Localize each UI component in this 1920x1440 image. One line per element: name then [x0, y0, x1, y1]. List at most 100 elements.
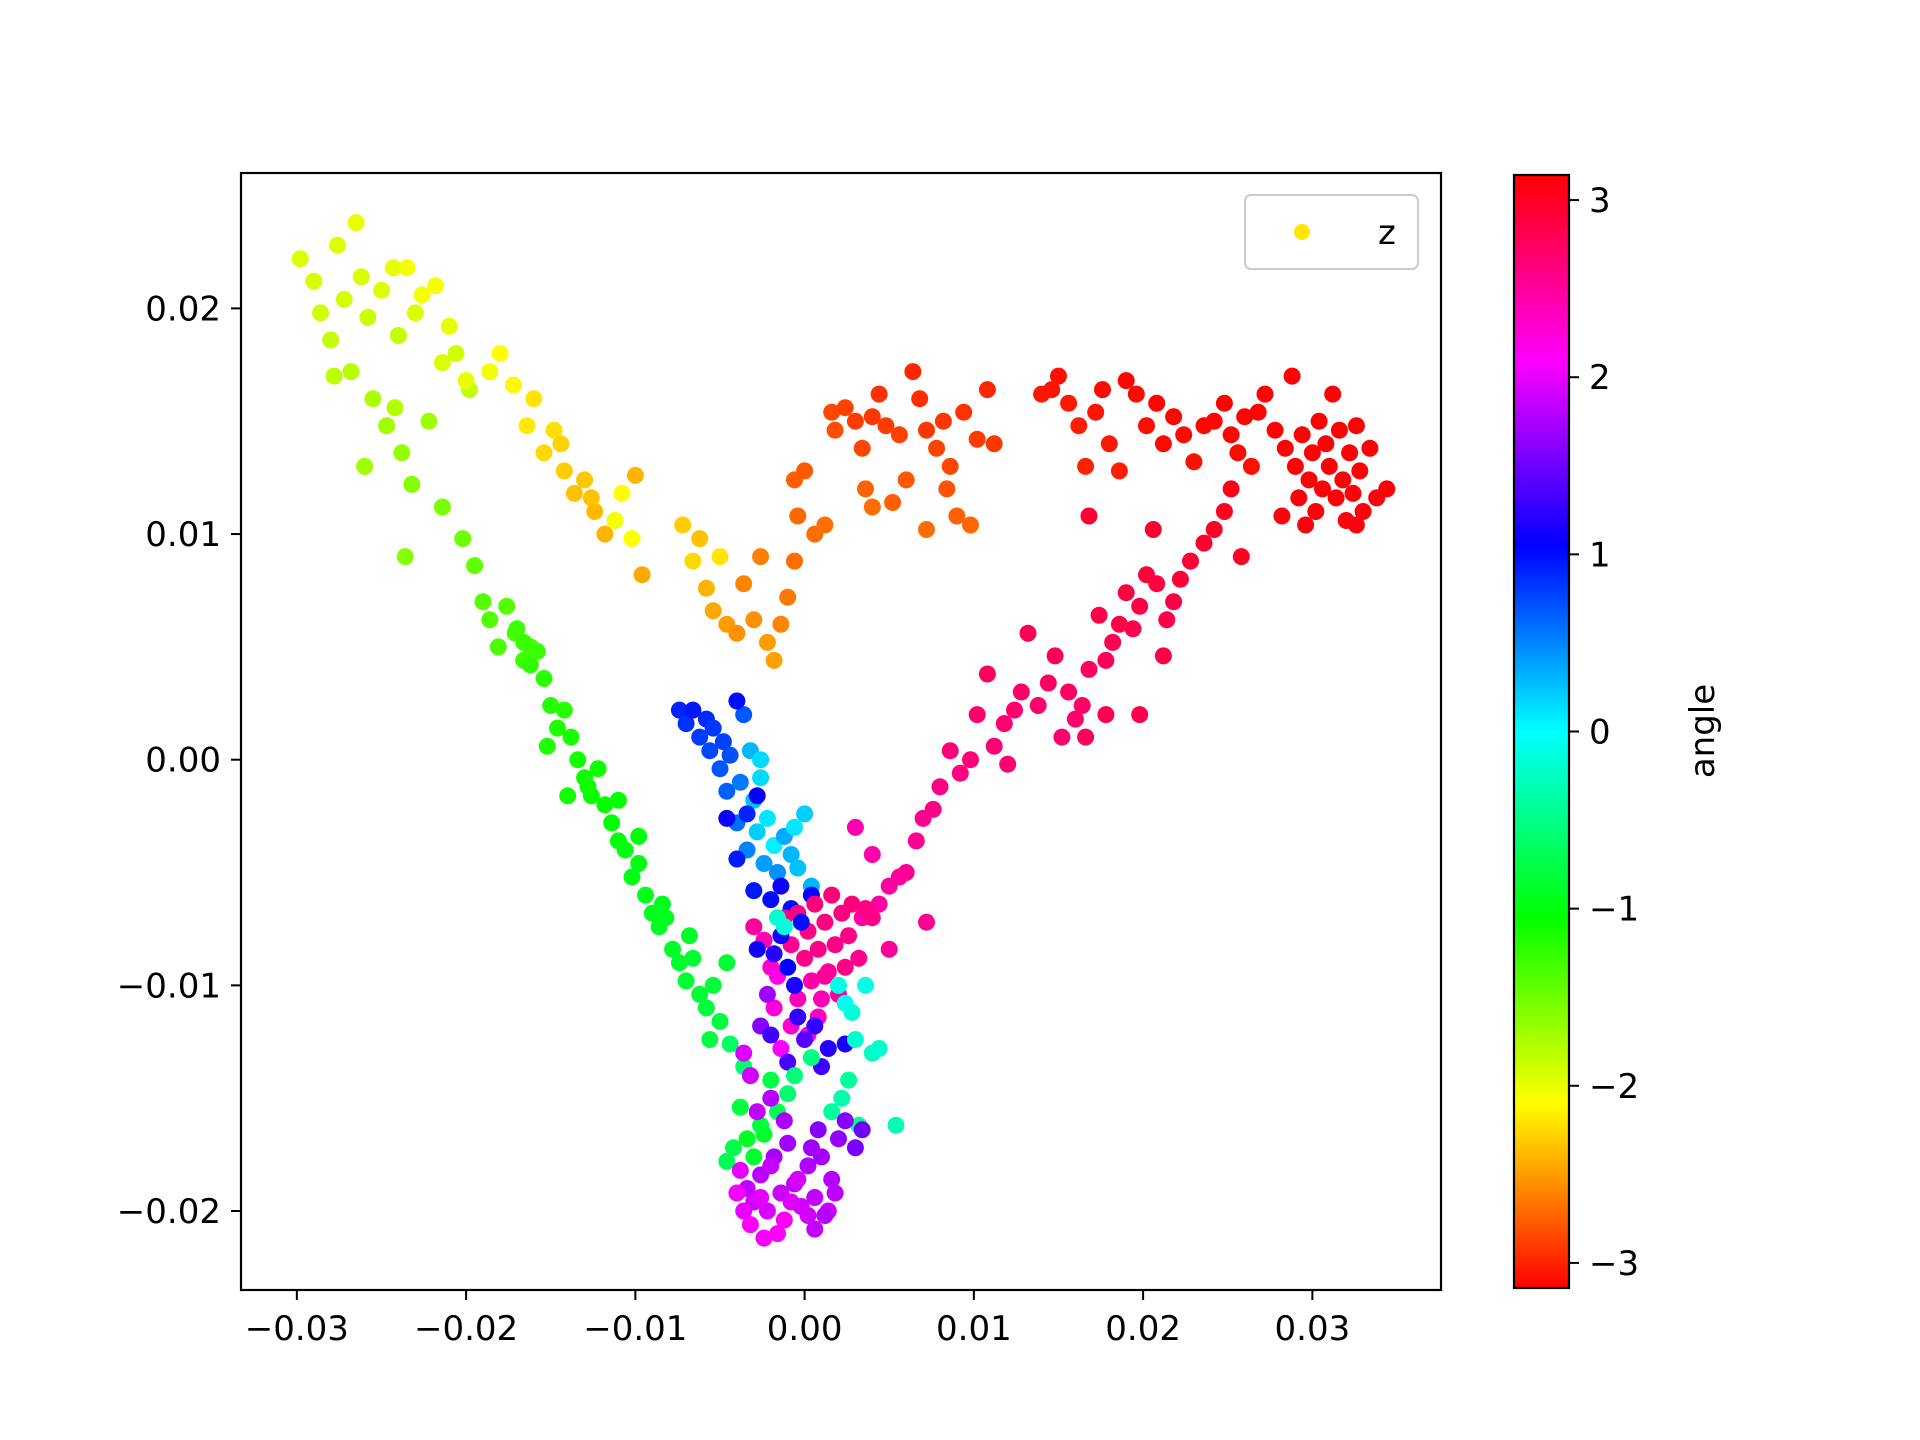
- data-point: [433, 354, 451, 372]
- data-point: [1060, 683, 1078, 701]
- data-point: [396, 548, 414, 566]
- data-point: [779, 958, 797, 976]
- data-point: [840, 1071, 858, 1089]
- data-point: [813, 990, 830, 1008]
- data-point: [823, 886, 841, 904]
- data-point: [1195, 534, 1213, 552]
- data-point: [796, 949, 814, 967]
- data-point: [755, 855, 773, 872]
- data-point: [596, 796, 614, 814]
- data-point: [440, 317, 458, 335]
- x-axis-ticks: −0.03 −0.02 −0.01 0.00 0.01 0.02 0.03: [245, 1290, 1350, 1349]
- y-tick-label: −0.02: [117, 1192, 221, 1232]
- data-point: [1050, 367, 1067, 385]
- data-point: [697, 999, 715, 1017]
- data-point: [735, 1044, 753, 1062]
- data-point: [826, 421, 844, 439]
- data-point: [535, 670, 553, 687]
- data-point: [1066, 710, 1084, 728]
- data-point: [782, 1193, 800, 1211]
- data-point: [474, 593, 492, 611]
- data-point: [826, 936, 844, 954]
- data-point: [1205, 412, 1223, 430]
- data-point: [843, 1003, 861, 1021]
- data-point: [918, 913, 935, 931]
- data-point: [681, 927, 698, 945]
- data-point: [728, 624, 746, 642]
- data-point: [1138, 417, 1155, 435]
- data-point: [799, 1207, 817, 1224]
- data-point: [691, 985, 709, 1003]
- data-point: [816, 516, 834, 534]
- data-point: [762, 1089, 780, 1107]
- data-point: [748, 787, 766, 805]
- data-point: [711, 1013, 729, 1030]
- data-point: [1053, 728, 1071, 746]
- data-point: [765, 651, 783, 669]
- data-point: [918, 521, 935, 538]
- data-point: [809, 1121, 827, 1139]
- data-point: [741, 1067, 759, 1085]
- data-point: [721, 746, 739, 764]
- data-point: [711, 760, 729, 778]
- data-point: [846, 412, 864, 430]
- data-point: [589, 760, 607, 778]
- data-point: [1334, 471, 1352, 489]
- data-point: [515, 633, 533, 651]
- data-point: [718, 782, 736, 800]
- scatter-points: [291, 214, 1396, 1247]
- x-tick-label: 0.03: [1275, 1309, 1351, 1349]
- data-point: [789, 507, 807, 525]
- data-point: [684, 701, 702, 719]
- data-point: [786, 818, 803, 836]
- data-point: [630, 855, 648, 872]
- data-point: [887, 1116, 905, 1134]
- data-point: [1110, 615, 1128, 633]
- data-point: [846, 818, 864, 836]
- data-point: [677, 715, 695, 733]
- data-point: [941, 457, 959, 475]
- data-point: [819, 1040, 837, 1057]
- data-point: [555, 462, 573, 480]
- data-point: [735, 575, 753, 593]
- data-point: [1158, 611, 1176, 629]
- data-point: [579, 778, 597, 796]
- data-point: [403, 475, 421, 493]
- data-point: [1006, 701, 1023, 719]
- data-point: [725, 1139, 742, 1157]
- data-point: [1097, 651, 1115, 669]
- data-point: [1080, 507, 1098, 525]
- data-point: [389, 327, 407, 344]
- data-point: [1117, 372, 1135, 390]
- data-point: [491, 345, 509, 362]
- data-point: [934, 412, 952, 430]
- data-point: [721, 1035, 739, 1053]
- data-point: [806, 1220, 824, 1238]
- data-point: [792, 913, 810, 931]
- data-point: [985, 435, 1003, 453]
- data-point: [918, 421, 935, 439]
- data-point: [420, 412, 438, 430]
- data-point: [674, 516, 692, 534]
- data-point: [786, 976, 803, 994]
- data-point: [623, 530, 641, 548]
- data-point: [1347, 417, 1365, 435]
- data-point: [633, 566, 651, 584]
- data-point: [505, 376, 522, 394]
- data-point: [897, 471, 915, 489]
- data-point: [853, 1121, 871, 1139]
- data-point: [752, 1189, 770, 1206]
- data-point: [1222, 426, 1240, 444]
- data-point: [691, 530, 709, 548]
- data-point: [745, 882, 763, 900]
- data-point: [684, 949, 702, 967]
- x-tick-label: 0.00: [767, 1309, 843, 1349]
- data-point: [1117, 584, 1135, 602]
- data-point: [836, 399, 854, 417]
- data-point: [291, 250, 309, 268]
- data-point: [846, 1031, 864, 1048]
- data-point: [758, 1202, 776, 1220]
- data-point: [1351, 462, 1369, 480]
- data-point: [1182, 552, 1199, 570]
